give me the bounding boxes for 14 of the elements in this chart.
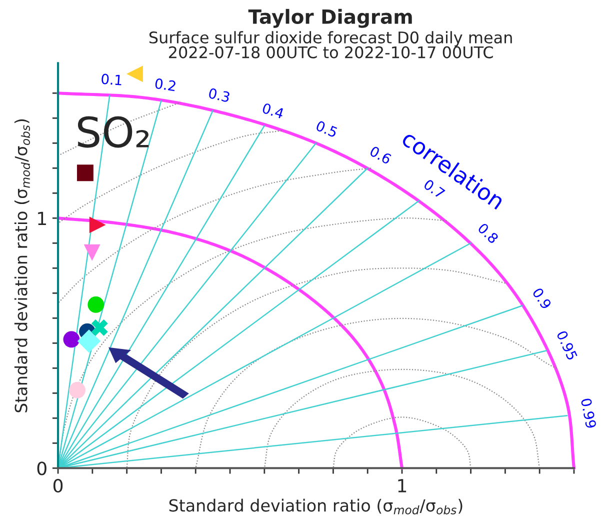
text: 0.95 xyxy=(556,330,578,361)
text: 0.8 xyxy=(477,222,500,244)
y-axis-title: Standard deviation ratio (σ$_{mod}$/σ$_{obs}$) xyxy=(14,119,30,412)
text: 0.6 xyxy=(369,146,392,165)
text: 0.4 xyxy=(262,102,284,119)
text: 0.3 xyxy=(208,88,230,102)
text: 0.9 xyxy=(532,287,552,310)
chart-subtitle: Surface sulfur dioxide forecast D0 daily mean 2022-07-18 00UTC to 2022-10-17 00UTC xyxy=(149,31,512,58)
series-label: 0.1 xyxy=(101,74,122,86)
text: 0.2 xyxy=(154,78,176,92)
text: 0.5 xyxy=(315,120,338,138)
text: 0.99 xyxy=(580,398,597,429)
chart-title: Taylor Diagram xyxy=(248,8,412,28)
x-axis-title: Standard deviation ratio (σ$_{mod}$/σ$_{obs}$) xyxy=(169,498,462,514)
